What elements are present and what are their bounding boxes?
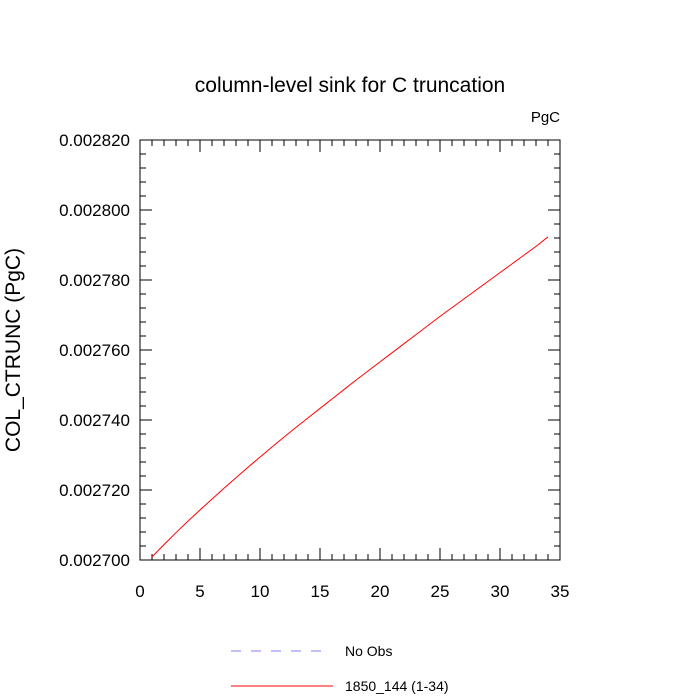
legend: No Obs 1850_144 (1-34) <box>231 643 449 694</box>
x-tick-label: 30 <box>491 582 510 601</box>
y-axis-ticks: 0.002700 0.002720 0.002740 0.002760 0.002780… <box>59 131 560 570</box>
y-tick-label: 0.002700 <box>59 551 130 570</box>
x-tick-label: 0 <box>135 582 144 601</box>
series-layer <box>151 236 549 558</box>
x-tick-label: 15 <box>311 582 330 601</box>
series-line <box>151 236 549 558</box>
x-axis-ticks: 0 5 10 15 20 25 30 35 <box>135 140 569 601</box>
y-axis-label: COL_CTRUNC (PgC) <box>2 248 25 452</box>
plot-frame <box>139 139 561 561</box>
x-tick-label: 5 <box>195 582 204 601</box>
y-tick-label: 0.002780 <box>59 271 130 290</box>
y-tick-label: 0.002820 <box>59 131 130 150</box>
y-tick-label: 0.002760 <box>59 341 130 360</box>
y-tick-label: 0.002800 <box>59 201 130 220</box>
x-tick-label: 35 <box>551 582 570 601</box>
x-tick-label: 25 <box>431 582 450 601</box>
legend-label: No Obs <box>345 643 392 659</box>
x-tick-label: 20 <box>371 582 390 601</box>
x-tick-label: 10 <box>251 582 270 601</box>
units-label: PgC <box>531 109 560 126</box>
y-tick-label: 0.002740 <box>59 411 130 430</box>
legend-label: 1850_144 (1-34) <box>345 678 449 694</box>
chart-title: column-level sink for C truncation <box>195 74 505 97</box>
y-tick-label: 0.002720 <box>59 481 130 500</box>
